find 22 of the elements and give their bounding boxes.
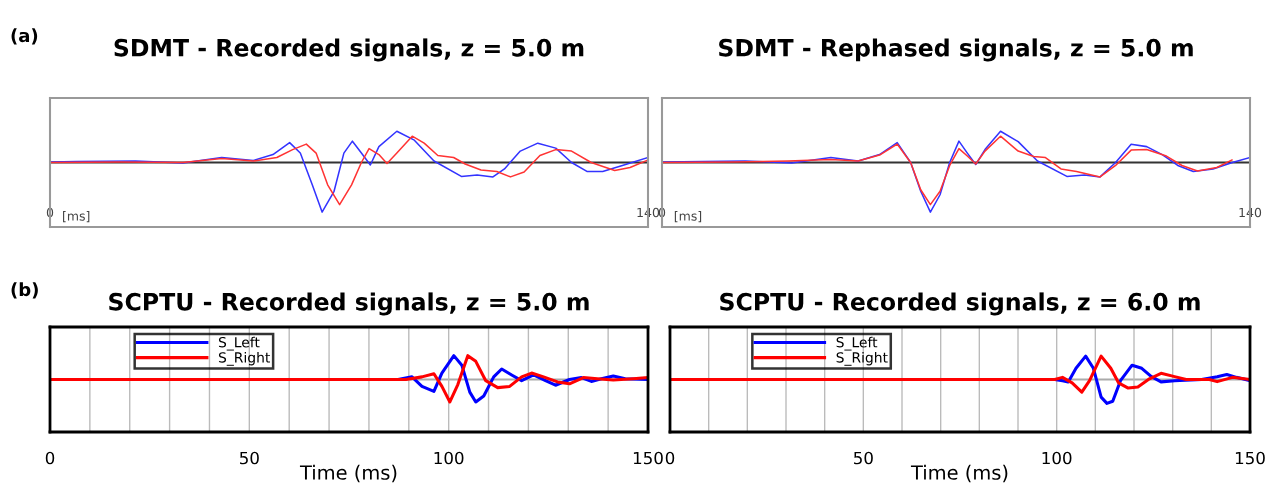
x-tick-label: 100 [1042, 451, 1072, 465]
x-tick-label: 0 [45, 451, 55, 465]
x-axis-title: [ms] [674, 211, 702, 223]
text: (b) [11, 282, 38, 299]
x-axis-title: Time (ms) [299, 464, 397, 483]
chart-title: SCPTU - Recorded signals, z = 6.0 m [720, 292, 1200, 316]
legend-label: S_Left [218, 336, 260, 351]
x-tick-label: 100 [434, 451, 464, 465]
chart-title: SDMT - Recorded signals, z = 5.0 m [114, 38, 584, 62]
text: (a) [11, 28, 38, 45]
legend-label: S_Right [218, 351, 271, 366]
x-axis-title: Time (ms) [910, 464, 1008, 483]
text: S_Left [836, 336, 878, 351]
x-tick-label: 150 [633, 451, 663, 465]
x-axis-title: [ms] [63, 211, 90, 223]
series-label: S_Right [836, 351, 888, 366]
chart-title: SDMT - Rephased signals, z = 5.0 m [719, 38, 1193, 62]
x-tick-label: 50 [854, 451, 873, 465]
x-tick-label: 150 [1235, 451, 1265, 465]
chart-title: SCPTU - Recorded signals, z = 5.0 m [109, 292, 589, 316]
x-tick-label: 50 [240, 451, 259, 465]
x-tick-label: 0 [665, 451, 675, 465]
